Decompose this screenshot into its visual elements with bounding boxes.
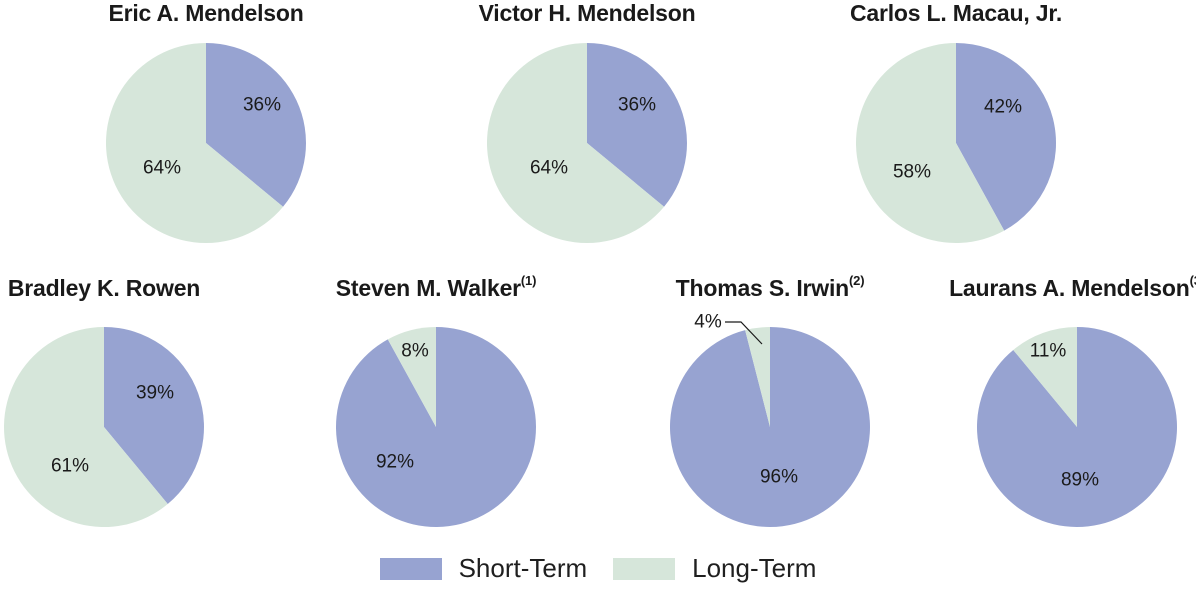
pie-4-percent-label-short-term: 92%	[376, 452, 414, 473]
chart-title-text: Steven M. Walker	[335, 275, 521, 301]
pie-6-slice-short-term	[977, 327, 1178, 527]
pie-5-percent-label-long-term: 4%	[694, 312, 722, 333]
chart-title-footnote: (1)	[520, 273, 537, 289]
pie-6-percent-label-long-term: 11%	[1030, 341, 1067, 362]
short-term-swatch-icon	[379, 557, 442, 580]
long-term-swatch-icon	[613, 557, 676, 580]
pie-0-slice-long-term	[105, 42, 284, 243]
chart-title-thomas-s-irwin: Thomas S. Irwin(2)	[610, 273, 930, 302]
pie-0-percent-label-short-term: 36%	[243, 95, 281, 116]
chart-title-text: Carlos L. Macau, Jr.	[849, 0, 1063, 26]
pie-6-percent-label-short-term: 89%	[1061, 470, 1099, 491]
chart-title-steven-m-walker: Steven M. Walker(1)	[276, 273, 596, 302]
chart-title-victor-h-mendelson: Victor H. Mendelson	[427, 0, 747, 27]
chart-title-text: Eric A. Mendelson	[108, 0, 304, 26]
pie-6-slice-long-term	[1013, 327, 1077, 427]
pie-1-percent-label-long-term: 64%	[530, 158, 568, 179]
pie-5-slice-long-term	[745, 327, 770, 427]
chart-title-footnote: (3)	[1189, 273, 1196, 289]
chart-title-text: Victor H. Mendelson	[478, 0, 696, 26]
pie-1-slice-long-term	[486, 43, 665, 243]
legend: Short-Term Long-Term	[0, 553, 1196, 584]
legend-item-short-term: Short-Term	[379, 553, 588, 584]
pie-0-slice-short-term	[206, 43, 306, 207]
pie-3-percent-label-short-term: 39%	[136, 383, 174, 404]
pie-2-slice-long-term	[856, 43, 1005, 243]
pie-3-slice-long-term	[3, 327, 168, 527]
legend-label-long-term: Long-Term	[692, 553, 817, 583]
pie-2-percent-label-long-term: 58%	[893, 162, 931, 183]
pie-3-percent-label-long-term: 61%	[51, 456, 89, 477]
pie-1-percent-label-short-term: 36%	[618, 95, 656, 116]
pie-4-slice-long-term	[387, 327, 436, 427]
legend-item-long-term: Long-Term	[613, 553, 816, 584]
pie-2-slice-short-term	[956, 43, 1057, 231]
pie-5-percent-label-short-term: 96%	[760, 467, 798, 488]
pie-4-slice-short-term	[335, 327, 536, 528]
chart-title-footnote: (2)	[849, 273, 865, 289]
pie-3-slice-short-term	[104, 327, 204, 505]
chart-title-bradley-k-rowen: Bradley K. Rowen	[0, 275, 264, 302]
chart-title-text: Thomas S. Irwin	[675, 275, 850, 301]
pie-0-percent-label-long-term: 64%	[143, 158, 181, 179]
pie-2-percent-label-short-term: 42%	[984, 97, 1022, 118]
pie-5-leader-line	[725, 321, 763, 345]
pie-1-slice-short-term	[587, 43, 687, 207]
chart-title-laurans-a-mendelson: Laurans A. Mendelson(3)	[917, 273, 1196, 302]
chart-title-text: Bradley K. Rowen	[7, 275, 201, 301]
chart-title-eric-a-mendelson: Eric A. Mendelson	[46, 0, 366, 27]
pie-4-percent-label-long-term: 8%	[401, 341, 429, 362]
legend-label-short-term: Short-Term	[458, 553, 588, 583]
chart-title-text: Laurans A. Mendelson	[949, 275, 1190, 301]
chart-title-carlos-l-macau-jr: Carlos L. Macau, Jr.	[796, 0, 1116, 27]
pie-5-slice-short-term	[669, 327, 870, 527]
